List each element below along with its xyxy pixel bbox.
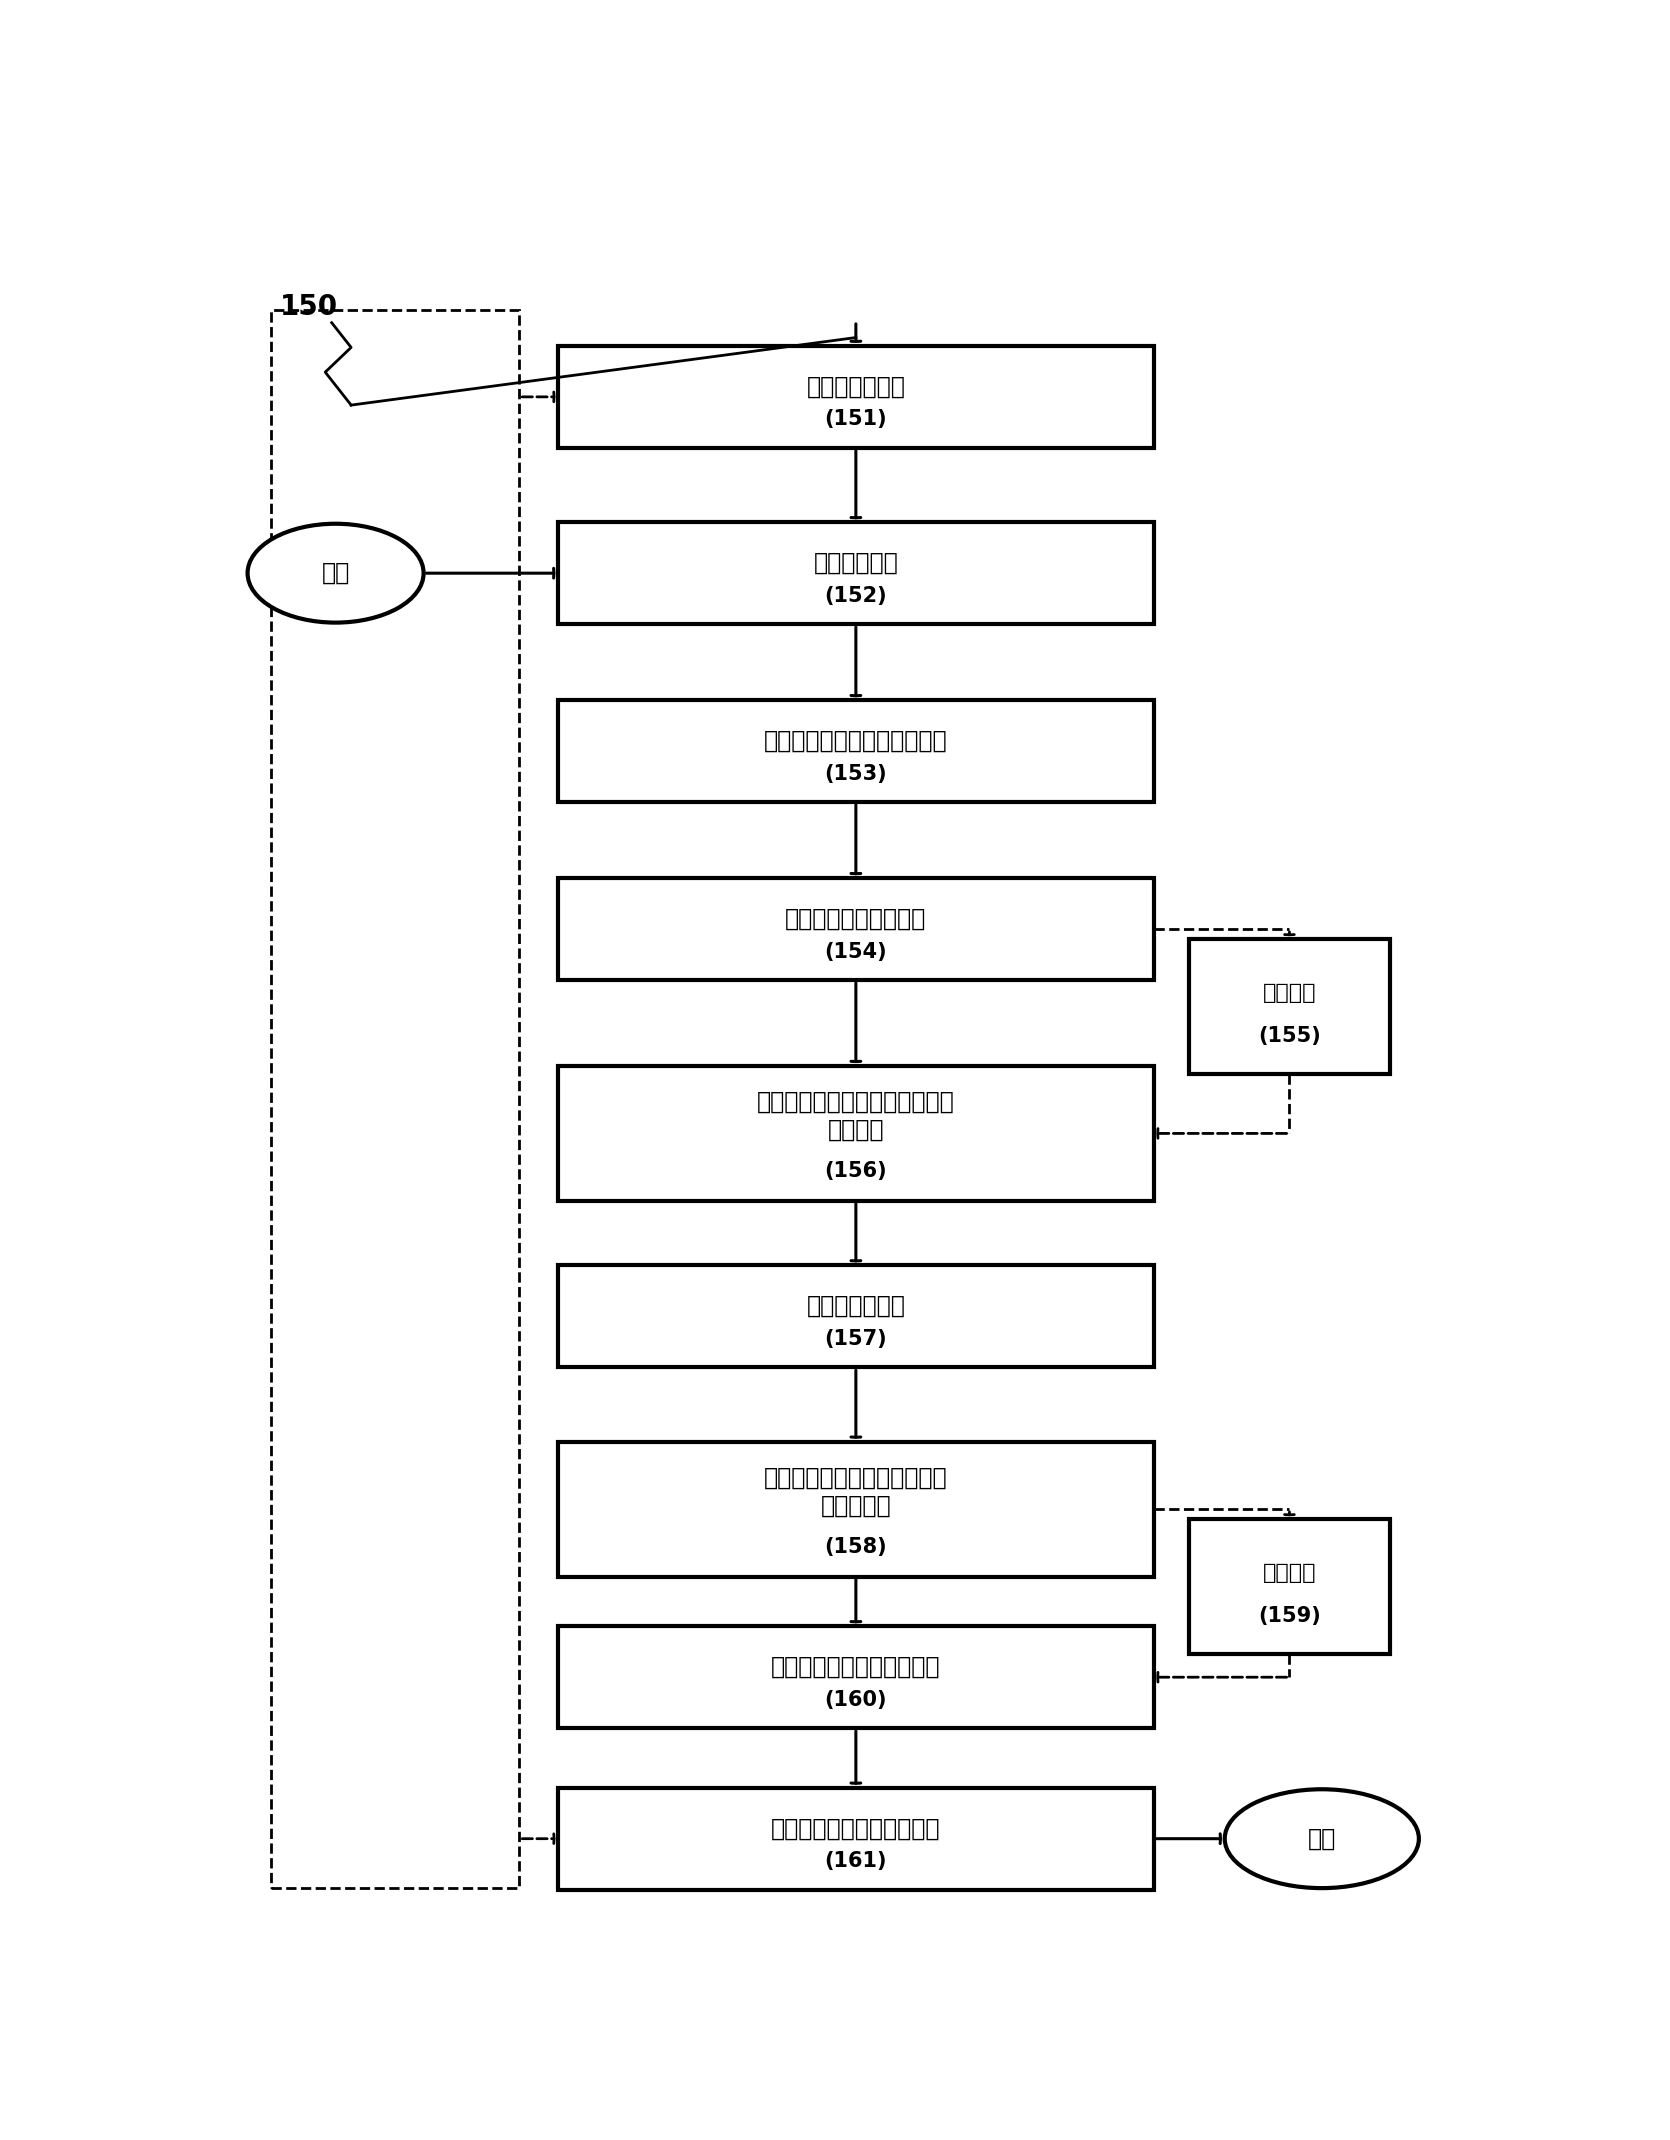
Text: 将接收波形转换成数字数据: 将接收波形转换成数字数据 [772,1654,940,1680]
Text: 模式: 模式 [321,561,349,584]
Text: 切换到接收模式: 切换到接收模式 [807,1295,905,1318]
Text: (161): (161) [825,1851,887,1870]
Text: (151): (151) [825,409,887,430]
Text: (159): (159) [1258,1607,1321,1626]
Text: 检验操作模式: 检验操作模式 [813,550,898,576]
Text: 切换到发送模式: 切换到发送模式 [807,374,905,398]
Text: 放大波形: 放大波形 [1263,982,1316,1004]
Text: (152): (152) [825,586,887,606]
Bar [558,700,1154,802]
Bar [558,1787,1154,1890]
Bar [558,1442,1154,1577]
Bar [558,522,1154,625]
Bar [558,347,1154,447]
Text: 接收返回的声波形回波并换能
成接收波形: 接收返回的声波形回波并换能 成接收波形 [765,1466,947,1517]
Text: (154): (154) [825,942,887,961]
Text: 将波形数据发送给波形形成器: 将波形数据发送给波形形成器 [765,730,947,753]
Ellipse shape [1224,1789,1420,1887]
Text: 由波形形成器生成波形: 由波形形成器生成波形 [785,907,927,931]
Bar [558,1066,1154,1201]
Bar [558,1265,1154,1367]
Bar [558,1626,1154,1729]
Bar [1189,1519,1389,1654]
Text: 放大波形: 放大波形 [1263,1562,1316,1584]
Text: 图像: 图像 [1308,1828,1336,1851]
Text: (157): (157) [825,1329,887,1348]
Bar [558,877,1154,980]
Ellipse shape [247,524,424,623]
Text: (156): (156) [825,1162,887,1181]
Text: 150: 150 [281,293,337,321]
Text: (160): (160) [825,1691,887,1710]
Text: 处理数字数据以形成图像帧: 处理数字数据以形成图像帧 [772,1817,940,1840]
Bar [271,310,519,1887]
Bar [1189,939,1389,1074]
Text: (158): (158) [825,1537,887,1558]
Text: 将波形换能成声波形以便发送给
目标介质: 将波形换能成声波形以便发送给 目标介质 [757,1089,955,1143]
Text: (153): (153) [825,764,887,783]
Text: (155): (155) [1258,1027,1321,1046]
